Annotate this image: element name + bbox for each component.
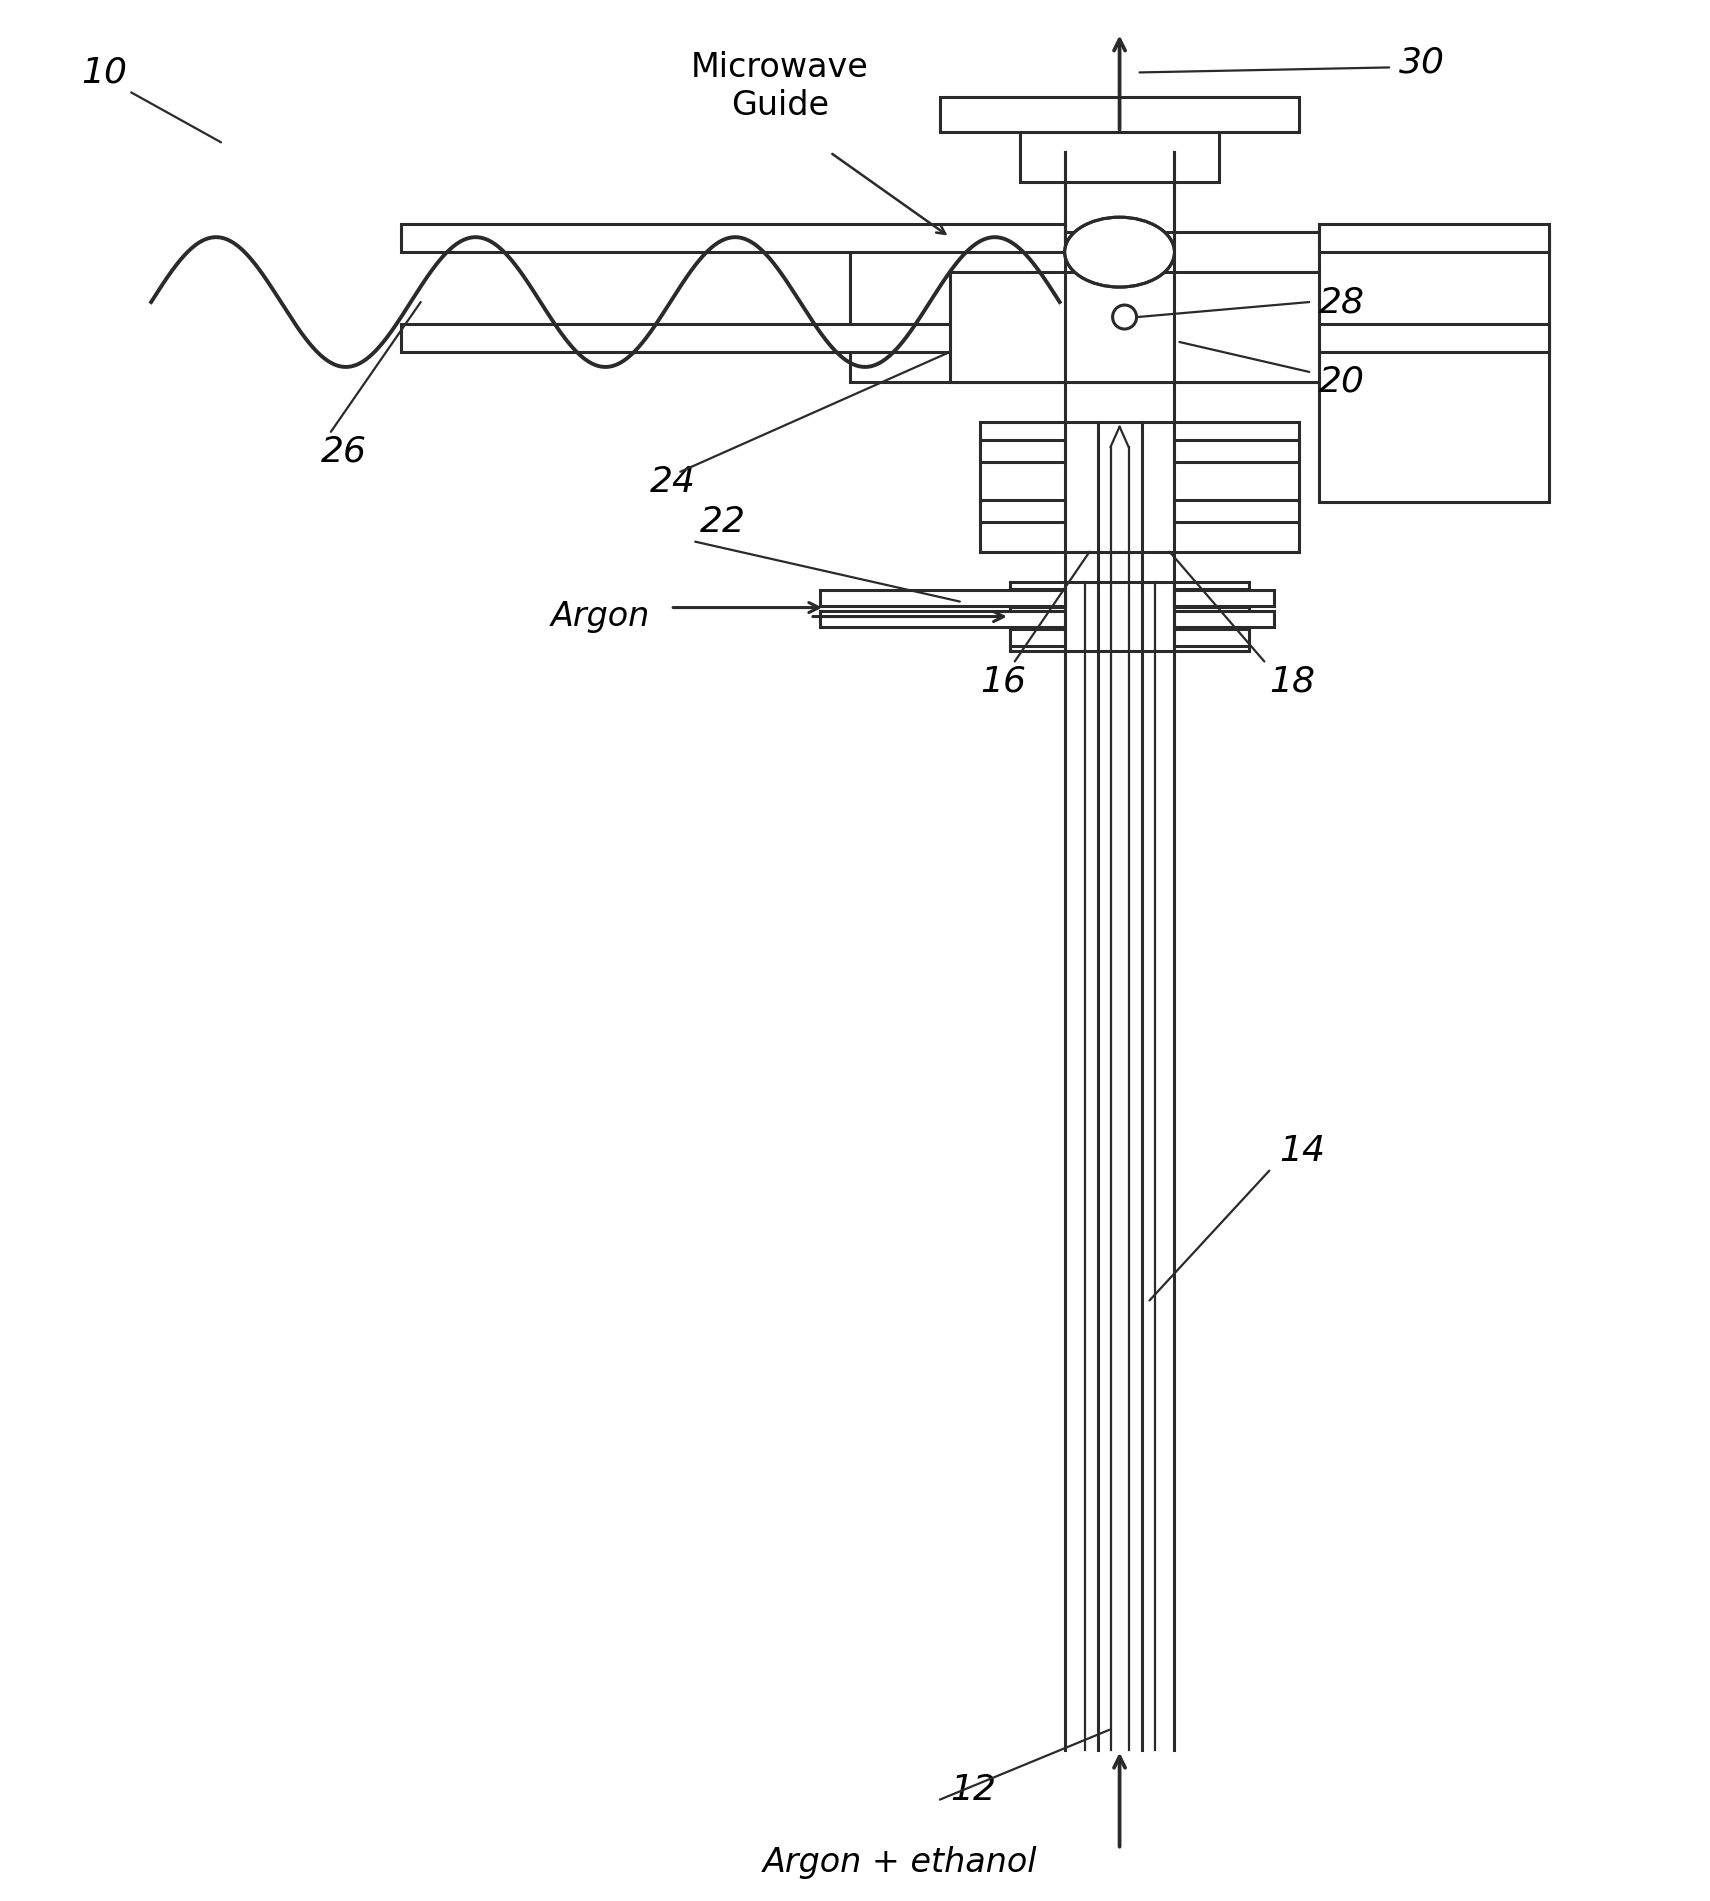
Bar bbox=[1175, 629, 1250, 646]
Bar bbox=[1009, 629, 1065, 646]
Bar bbox=[1019, 133, 1219, 182]
Text: 28: 28 bbox=[1318, 285, 1365, 319]
Bar bbox=[1175, 439, 1300, 462]
Text: 30: 30 bbox=[1399, 46, 1445, 80]
Text: Argon + ethanol: Argon + ethanol bbox=[763, 1846, 1038, 1880]
Bar bbox=[1175, 500, 1300, 521]
Bar bbox=[821, 612, 1065, 627]
Bar bbox=[400, 323, 1065, 352]
Bar bbox=[1009, 589, 1065, 606]
Text: 16: 16 bbox=[980, 665, 1026, 698]
Bar bbox=[941, 97, 1300, 133]
Text: 14: 14 bbox=[1279, 1133, 1325, 1167]
Text: 26: 26 bbox=[321, 435, 368, 470]
Bar bbox=[1175, 589, 1250, 606]
Ellipse shape bbox=[1065, 217, 1175, 287]
Bar bbox=[1175, 591, 1274, 606]
Bar bbox=[1175, 612, 1274, 627]
Bar bbox=[400, 224, 1065, 253]
Bar bbox=[1318, 224, 1549, 253]
Ellipse shape bbox=[1065, 217, 1175, 287]
Bar bbox=[1318, 323, 1549, 352]
Text: 24: 24 bbox=[650, 464, 696, 498]
Text: 22: 22 bbox=[701, 504, 746, 538]
Bar bbox=[949, 272, 1318, 382]
Text: Argon: Argon bbox=[551, 601, 650, 633]
Text: Microwave
Guide: Microwave Guide bbox=[691, 51, 869, 122]
Text: 12: 12 bbox=[949, 1772, 995, 1806]
Bar bbox=[1009, 582, 1250, 652]
Text: 10: 10 bbox=[82, 55, 127, 89]
Text: 18: 18 bbox=[1269, 665, 1315, 698]
Bar bbox=[980, 500, 1065, 521]
Bar bbox=[1318, 232, 1549, 502]
Bar bbox=[980, 422, 1300, 551]
Bar bbox=[821, 591, 1065, 606]
Text: 20: 20 bbox=[1318, 365, 1365, 399]
Bar bbox=[850, 232, 1549, 382]
Bar bbox=[980, 439, 1065, 462]
